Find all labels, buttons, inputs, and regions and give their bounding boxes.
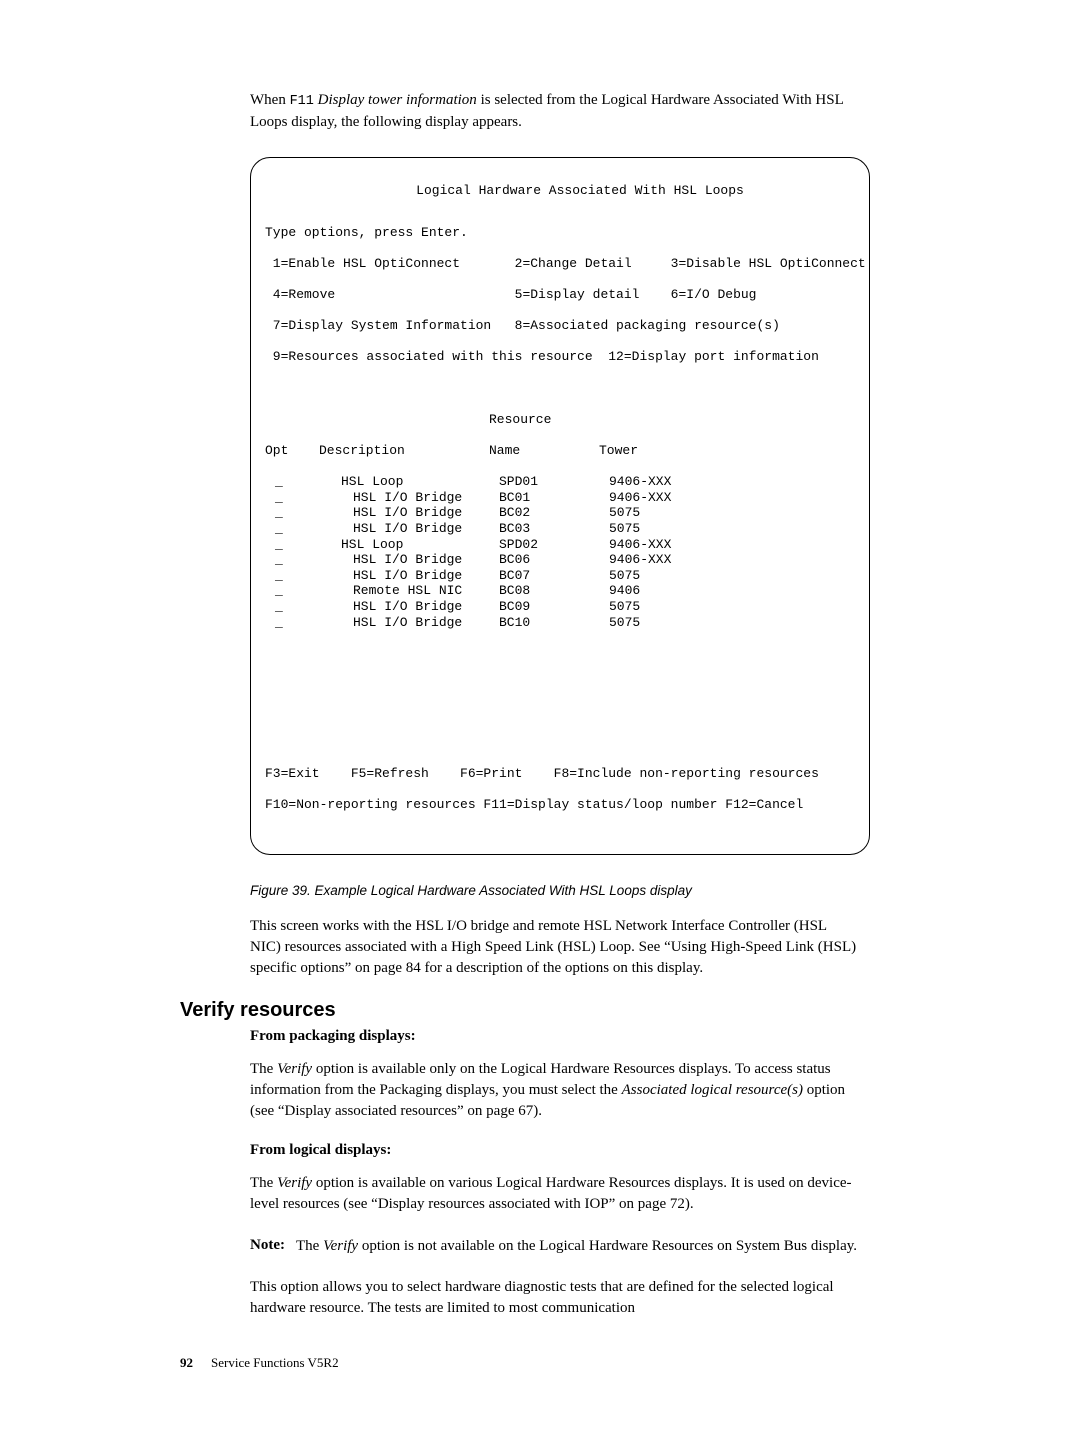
tower-cell: 5075 [609, 521, 739, 537]
desc-cell: HSL Loop [329, 474, 499, 490]
doc-title: Service Functions V5R2 [211, 1355, 339, 1370]
subhead-logical: From logical displays: [250, 1142, 980, 1159]
intro-paragraph: When F11 Display tower information is se… [250, 90, 860, 133]
terminal-data-row: _HSL I/O BridgeBC035075 [265, 521, 855, 537]
terminal-data-row: _HSL I/O BridgeBC025075 [265, 505, 855, 521]
opt-field[interactable]: _ [265, 568, 329, 584]
tower-cell: 9406 [609, 583, 739, 599]
tower-cell: 5075 [609, 615, 739, 631]
opt-field[interactable]: _ [265, 552, 329, 568]
terminal-header-resource: Resource [265, 412, 855, 428]
desc-cell: HSL I/O Bridge [329, 552, 499, 568]
terminal-data-row: _HSL I/O BridgeBC075075 [265, 568, 855, 584]
name-cell: SPD01 [499, 474, 609, 490]
note-block: Note: The Verify option is not available… [250, 1235, 860, 1257]
terminal-data-row: _Remote HSL NICBC089406 [265, 583, 855, 599]
subhead-packaging: From packaging displays: [250, 1028, 980, 1045]
opt-field[interactable]: _ [265, 615, 329, 631]
name-cell: BC03 [499, 521, 609, 537]
tower-cell: 9406-XXX [609, 537, 739, 553]
desc-cell: HSL I/O Bridge [329, 568, 499, 584]
tower-cell: 9406-XXX [609, 490, 739, 506]
note-label: Note: [250, 1237, 285, 1253]
figure-caption: Figure 39. Example Logical Hardware Asso… [250, 883, 980, 898]
desc-cell: HSL I/O Bridge [329, 521, 499, 537]
opt-field[interactable]: _ [265, 474, 329, 490]
terminal-fkeys-1: F3=Exit F5=Refresh F6=Print F8=Include n… [265, 766, 855, 782]
tower-cell: 5075 [609, 599, 739, 615]
tower-cell: 9406-XXX [609, 474, 739, 490]
terminal-opt-line: 7=Display System Information 8=Associate… [265, 318, 855, 334]
section-heading: Verify resources [180, 999, 980, 1022]
terminal-fkeys-2: F10=Non-reporting resources F11=Display … [265, 797, 855, 813]
page-number: 92 [180, 1355, 193, 1370]
para-after-figure: This screen works with the HSL I/O bridg… [250, 916, 860, 979]
terminal-data-row: _HSL I/O BridgeBC095075 [265, 599, 855, 615]
intro-pre: When [250, 92, 290, 108]
page: When F11 Display tower information is se… [0, 0, 1080, 1431]
tower-cell: 5075 [609, 568, 739, 584]
terminal-data-row: _HSL I/O BridgeBC019406-XXX [265, 490, 855, 506]
desc-cell: HSL I/O Bridge [329, 505, 499, 521]
name-cell: SPD02 [499, 537, 609, 553]
name-cell: BC06 [499, 552, 609, 568]
page-footer: 92 Service Functions V5R2 [180, 1355, 980, 1371]
para-tests: This option allows you to select hardwar… [250, 1277, 860, 1319]
opt-field[interactable]: _ [265, 599, 329, 615]
desc-cell: HSL I/O Bridge [329, 599, 499, 615]
opt-field[interactable]: _ [265, 490, 329, 506]
terminal-container: Logical Hardware Associated With HSL Loo… [250, 157, 870, 855]
name-cell: BC01 [499, 490, 609, 506]
name-cell: BC08 [499, 583, 609, 599]
intro-key: F11 [290, 94, 314, 109]
desc-cell: HSL I/O Bridge [329, 490, 499, 506]
terminal-data-row: _HSL LoopSPD019406-XXX [265, 474, 855, 490]
tower-cell: 5075 [609, 505, 739, 521]
desc-cell: HSL I/O Bridge [329, 615, 499, 631]
terminal-instruction: Type options, press Enter. [265, 225, 855, 241]
terminal-title: Logical Hardware Associated With HSL Loo… [265, 183, 855, 199]
terminal-data-row: _HSL LoopSPD029406-XXX [265, 537, 855, 553]
name-cell: BC10 [499, 615, 609, 631]
name-cell: BC07 [499, 568, 609, 584]
tower-cell: 9406-XXX [609, 552, 739, 568]
terminal-data-row: _HSL I/O BridgeBC069406-XXX [265, 552, 855, 568]
para-logical: The Verify option is available on variou… [250, 1173, 860, 1215]
opt-field[interactable]: _ [265, 537, 329, 553]
desc-cell: HSL Loop [329, 537, 499, 553]
desc-cell: Remote HSL NIC [329, 583, 499, 599]
terminal-opt-line: 9=Resources associated with this resourc… [265, 349, 855, 365]
opt-field[interactable]: _ [265, 521, 329, 537]
opt-field[interactable]: _ [265, 583, 329, 599]
terminal-screen: Logical Hardware Associated With HSL Loo… [250, 157, 870, 855]
name-cell: BC09 [499, 599, 609, 615]
terminal-data-row: _HSL I/O BridgeBC105075 [265, 615, 855, 631]
terminal-opt-line: 4=Remove 5=Display detail 6=I/O Debug [265, 287, 855, 303]
intro-italic: Display tower information [314, 92, 477, 108]
para-packaging: The Verify option is available only on t… [250, 1059, 860, 1122]
terminal-opt-line: 1=Enable HSL OptiConnect 2=Change Detail… [265, 256, 855, 272]
name-cell: BC02 [499, 505, 609, 521]
terminal-header-row: OptDescriptionNameTower [265, 443, 855, 459]
opt-field[interactable]: _ [265, 505, 329, 521]
